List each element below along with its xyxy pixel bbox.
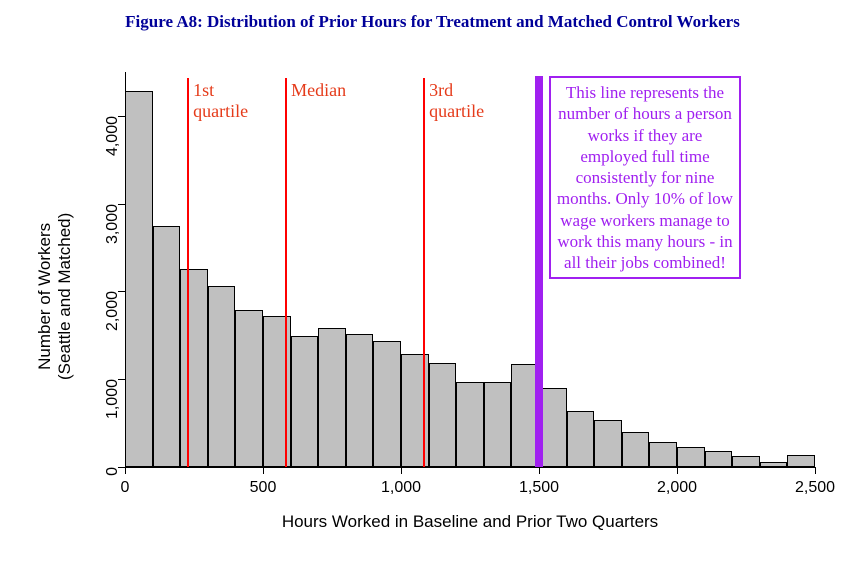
quartile-label: 3rd quartile bbox=[429, 80, 484, 122]
histogram-bar bbox=[373, 341, 401, 467]
x-axis bbox=[125, 467, 815, 468]
x-tick-label: 500 bbox=[233, 479, 293, 497]
x-tick-label: 2,500 bbox=[785, 479, 845, 497]
histogram-bar bbox=[594, 420, 622, 467]
x-tick-label: 1,500 bbox=[509, 479, 569, 497]
y-tick-label: 1,000 bbox=[104, 379, 122, 419]
histogram-bar bbox=[346, 334, 374, 467]
y-axis-label: Number of Workers (Seattle and Matched) bbox=[35, 213, 75, 380]
histogram-bar bbox=[732, 456, 760, 467]
histogram-bar bbox=[235, 310, 263, 467]
x-tick bbox=[677, 467, 678, 474]
y-tick-label: 2,000 bbox=[104, 291, 122, 331]
quartile-label: Median bbox=[291, 80, 346, 101]
histogram-bar bbox=[180, 269, 208, 467]
histogram-bar bbox=[567, 411, 595, 467]
quartile-line bbox=[187, 78, 189, 467]
histogram-bar bbox=[456, 382, 484, 467]
histogram-bar bbox=[705, 451, 733, 467]
y-tick-label: 0 bbox=[104, 467, 122, 476]
histogram-bar bbox=[649, 442, 677, 467]
histogram-bar bbox=[787, 455, 815, 467]
y-tick-label: 4,000 bbox=[104, 116, 122, 156]
fulltime-marker-line bbox=[535, 76, 543, 467]
histogram-bar bbox=[291, 336, 319, 467]
x-tick-label: 0 bbox=[95, 479, 155, 497]
quartile-line bbox=[285, 78, 287, 467]
histogram-bar bbox=[125, 91, 153, 467]
x-tick-label: 2,000 bbox=[647, 479, 707, 497]
figure-title: Figure A8: Distribution of Prior Hours f… bbox=[0, 12, 865, 32]
annotation-box: This line represents the number of hours… bbox=[549, 76, 741, 279]
histogram-bar bbox=[677, 447, 705, 467]
y-tick-label: 3,000 bbox=[104, 204, 122, 244]
x-tick bbox=[539, 467, 540, 474]
x-tick-label: 1,000 bbox=[371, 479, 431, 497]
histogram-bar bbox=[153, 226, 181, 467]
histogram-bar bbox=[622, 432, 650, 467]
histogram-bar bbox=[318, 328, 346, 467]
histogram-bar bbox=[429, 363, 457, 467]
x-tick bbox=[263, 467, 264, 474]
histogram-bar bbox=[539, 388, 567, 467]
x-tick bbox=[401, 467, 402, 474]
histogram-bar bbox=[484, 382, 512, 467]
histogram-bar bbox=[208, 286, 236, 467]
x-tick bbox=[815, 467, 816, 474]
histogram-bar bbox=[760, 462, 788, 467]
quartile-label: 1st quartile bbox=[193, 80, 248, 122]
x-axis-label: Hours Worked in Baseline and Prior Two Q… bbox=[125, 512, 815, 532]
x-tick bbox=[125, 467, 126, 474]
quartile-line bbox=[423, 78, 425, 467]
